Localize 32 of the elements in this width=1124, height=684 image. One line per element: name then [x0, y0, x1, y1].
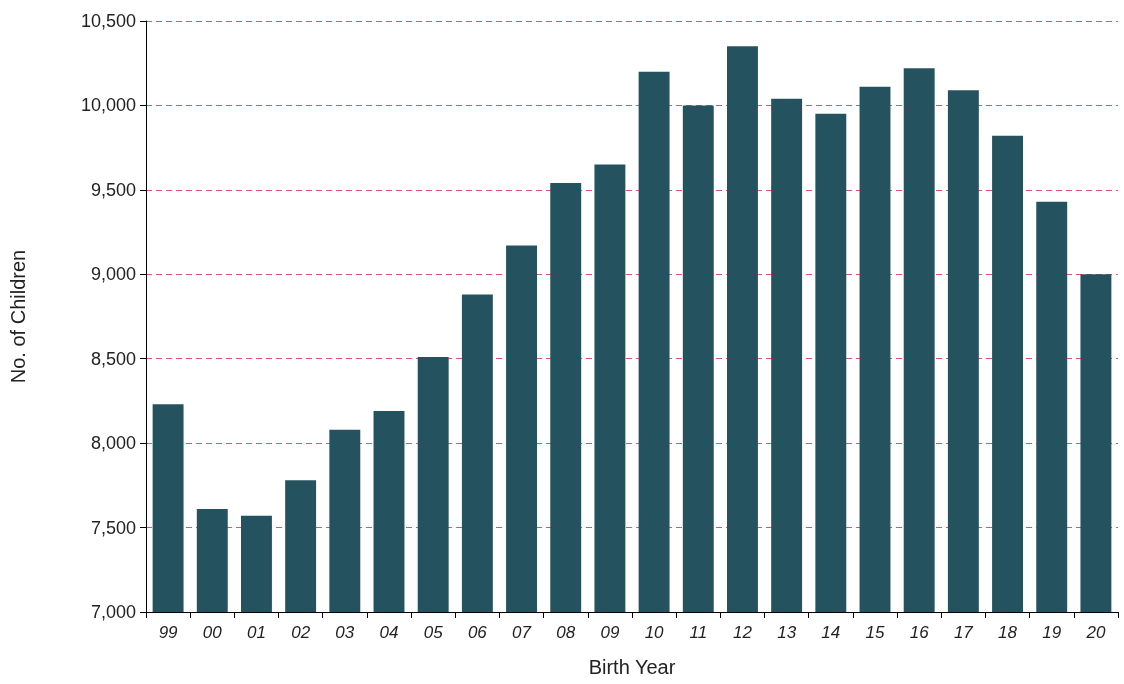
x-tick-label: 06 [467, 623, 488, 642]
x-tick-label: 15 [865, 623, 885, 642]
y-tick-label: 7,500 [90, 517, 136, 538]
x-tick-label: 01 [246, 623, 266, 642]
x-tick-label: 09 [600, 623, 620, 642]
x-axis-title: Birth Year [588, 656, 676, 678]
y-tick-label: 9,000 [90, 264, 136, 285]
x-tick-label: 99 [158, 623, 179, 642]
y-tick-label: 9,500 [90, 179, 136, 200]
x-tick-label: 20 [1085, 623, 1106, 642]
x-tick-label: 19 [1042, 623, 1062, 642]
x-tick-label: 03 [335, 623, 355, 642]
x-tick-label: 07 [512, 623, 532, 642]
x-tick-label: 04 [379, 623, 399, 642]
x-tick-label: 02 [291, 623, 311, 642]
x-tick-label: 12 [732, 623, 753, 642]
x-tick-label: 08 [556, 623, 576, 642]
y-tick-label: 8,500 [90, 348, 136, 369]
y-tick-label: 10,500 [80, 11, 136, 31]
y-tick-label: 7,000 [90, 602, 136, 622]
x-tick-label: 11 [689, 623, 708, 642]
x-tick-label: 18 [998, 623, 1018, 642]
x-tick-label: 10 [644, 623, 665, 642]
x-tick-label: 14 [821, 623, 841, 642]
x-tick-label: 17 [953, 623, 974, 642]
x-tick-label: 13 [777, 623, 797, 642]
x-tick-label: 16 [909, 623, 930, 642]
y-axis-title: No. of Children [7, 249, 29, 384]
y-tick-label: 10,000 [80, 95, 136, 116]
x-tick-label: 05 [423, 623, 444, 642]
y-tick-label: 8,000 [90, 433, 136, 454]
x-tick-label: 00 [202, 623, 223, 642]
